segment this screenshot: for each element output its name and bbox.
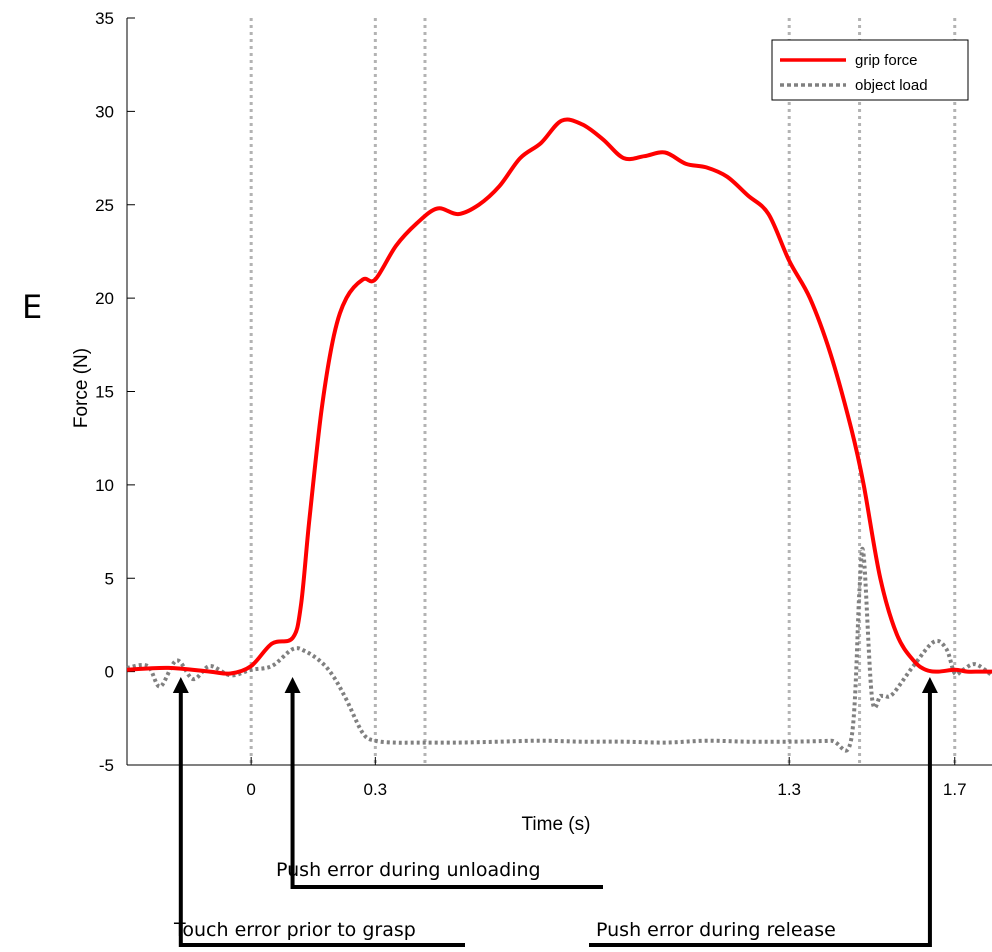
y-tick-label: 35 xyxy=(95,9,114,28)
y-axis-title: Force (N) xyxy=(71,348,92,428)
annotation-arrow xyxy=(290,691,603,889)
annotation-touch-grasp: Touch error prior to grasp xyxy=(173,919,416,941)
plot-frame xyxy=(126,18,992,766)
arrow-head xyxy=(921,677,938,693)
x-tick-label: 0.3 xyxy=(364,780,388,799)
series-line-grip-force xyxy=(126,117,992,676)
series-group xyxy=(126,117,992,753)
y-tick-label: 20 xyxy=(95,289,114,308)
x-axis-ticks: 0 0.3 1.3 1.7 xyxy=(246,757,967,799)
x-axis-title: Time (s) xyxy=(522,814,591,835)
series-line-object-load xyxy=(126,546,992,753)
annotations: Push error during unloading Touch error … xyxy=(173,859,836,941)
annotation-push-unloading: Push error during unloading xyxy=(276,859,541,881)
annotation-arrow xyxy=(178,691,465,947)
legend-box xyxy=(771,39,969,101)
x-tick-label: 1.7 xyxy=(943,780,967,799)
arrow-head xyxy=(284,677,301,693)
x-tick-label: 1.3 xyxy=(777,780,801,799)
annotation-arrow xyxy=(589,691,932,947)
y-tick-label: 0 xyxy=(105,663,114,682)
panel-label: E xyxy=(22,288,42,326)
annotation-arrows xyxy=(172,677,938,947)
event-lines xyxy=(249,18,957,765)
y-tick-label: -5 xyxy=(99,756,114,775)
arrow-head xyxy=(172,677,189,693)
y-tick-label: 15 xyxy=(95,383,114,402)
y-tick-label: 25 xyxy=(95,196,114,215)
y-axis-ticks: -5 0 5 10 15 20 25 30 35 xyxy=(95,9,135,775)
y-tick-label: 10 xyxy=(95,476,114,495)
annotation-push-release: Push error during release xyxy=(596,919,836,941)
y-tick-label: 5 xyxy=(105,569,114,588)
legend-label-object-load: object load xyxy=(855,77,928,94)
legend: grip force object load xyxy=(771,39,969,101)
x-tick-label: 0 xyxy=(246,780,255,799)
legend-label-grip-force: grip force xyxy=(855,52,918,69)
y-tick-label: 30 xyxy=(95,102,114,121)
